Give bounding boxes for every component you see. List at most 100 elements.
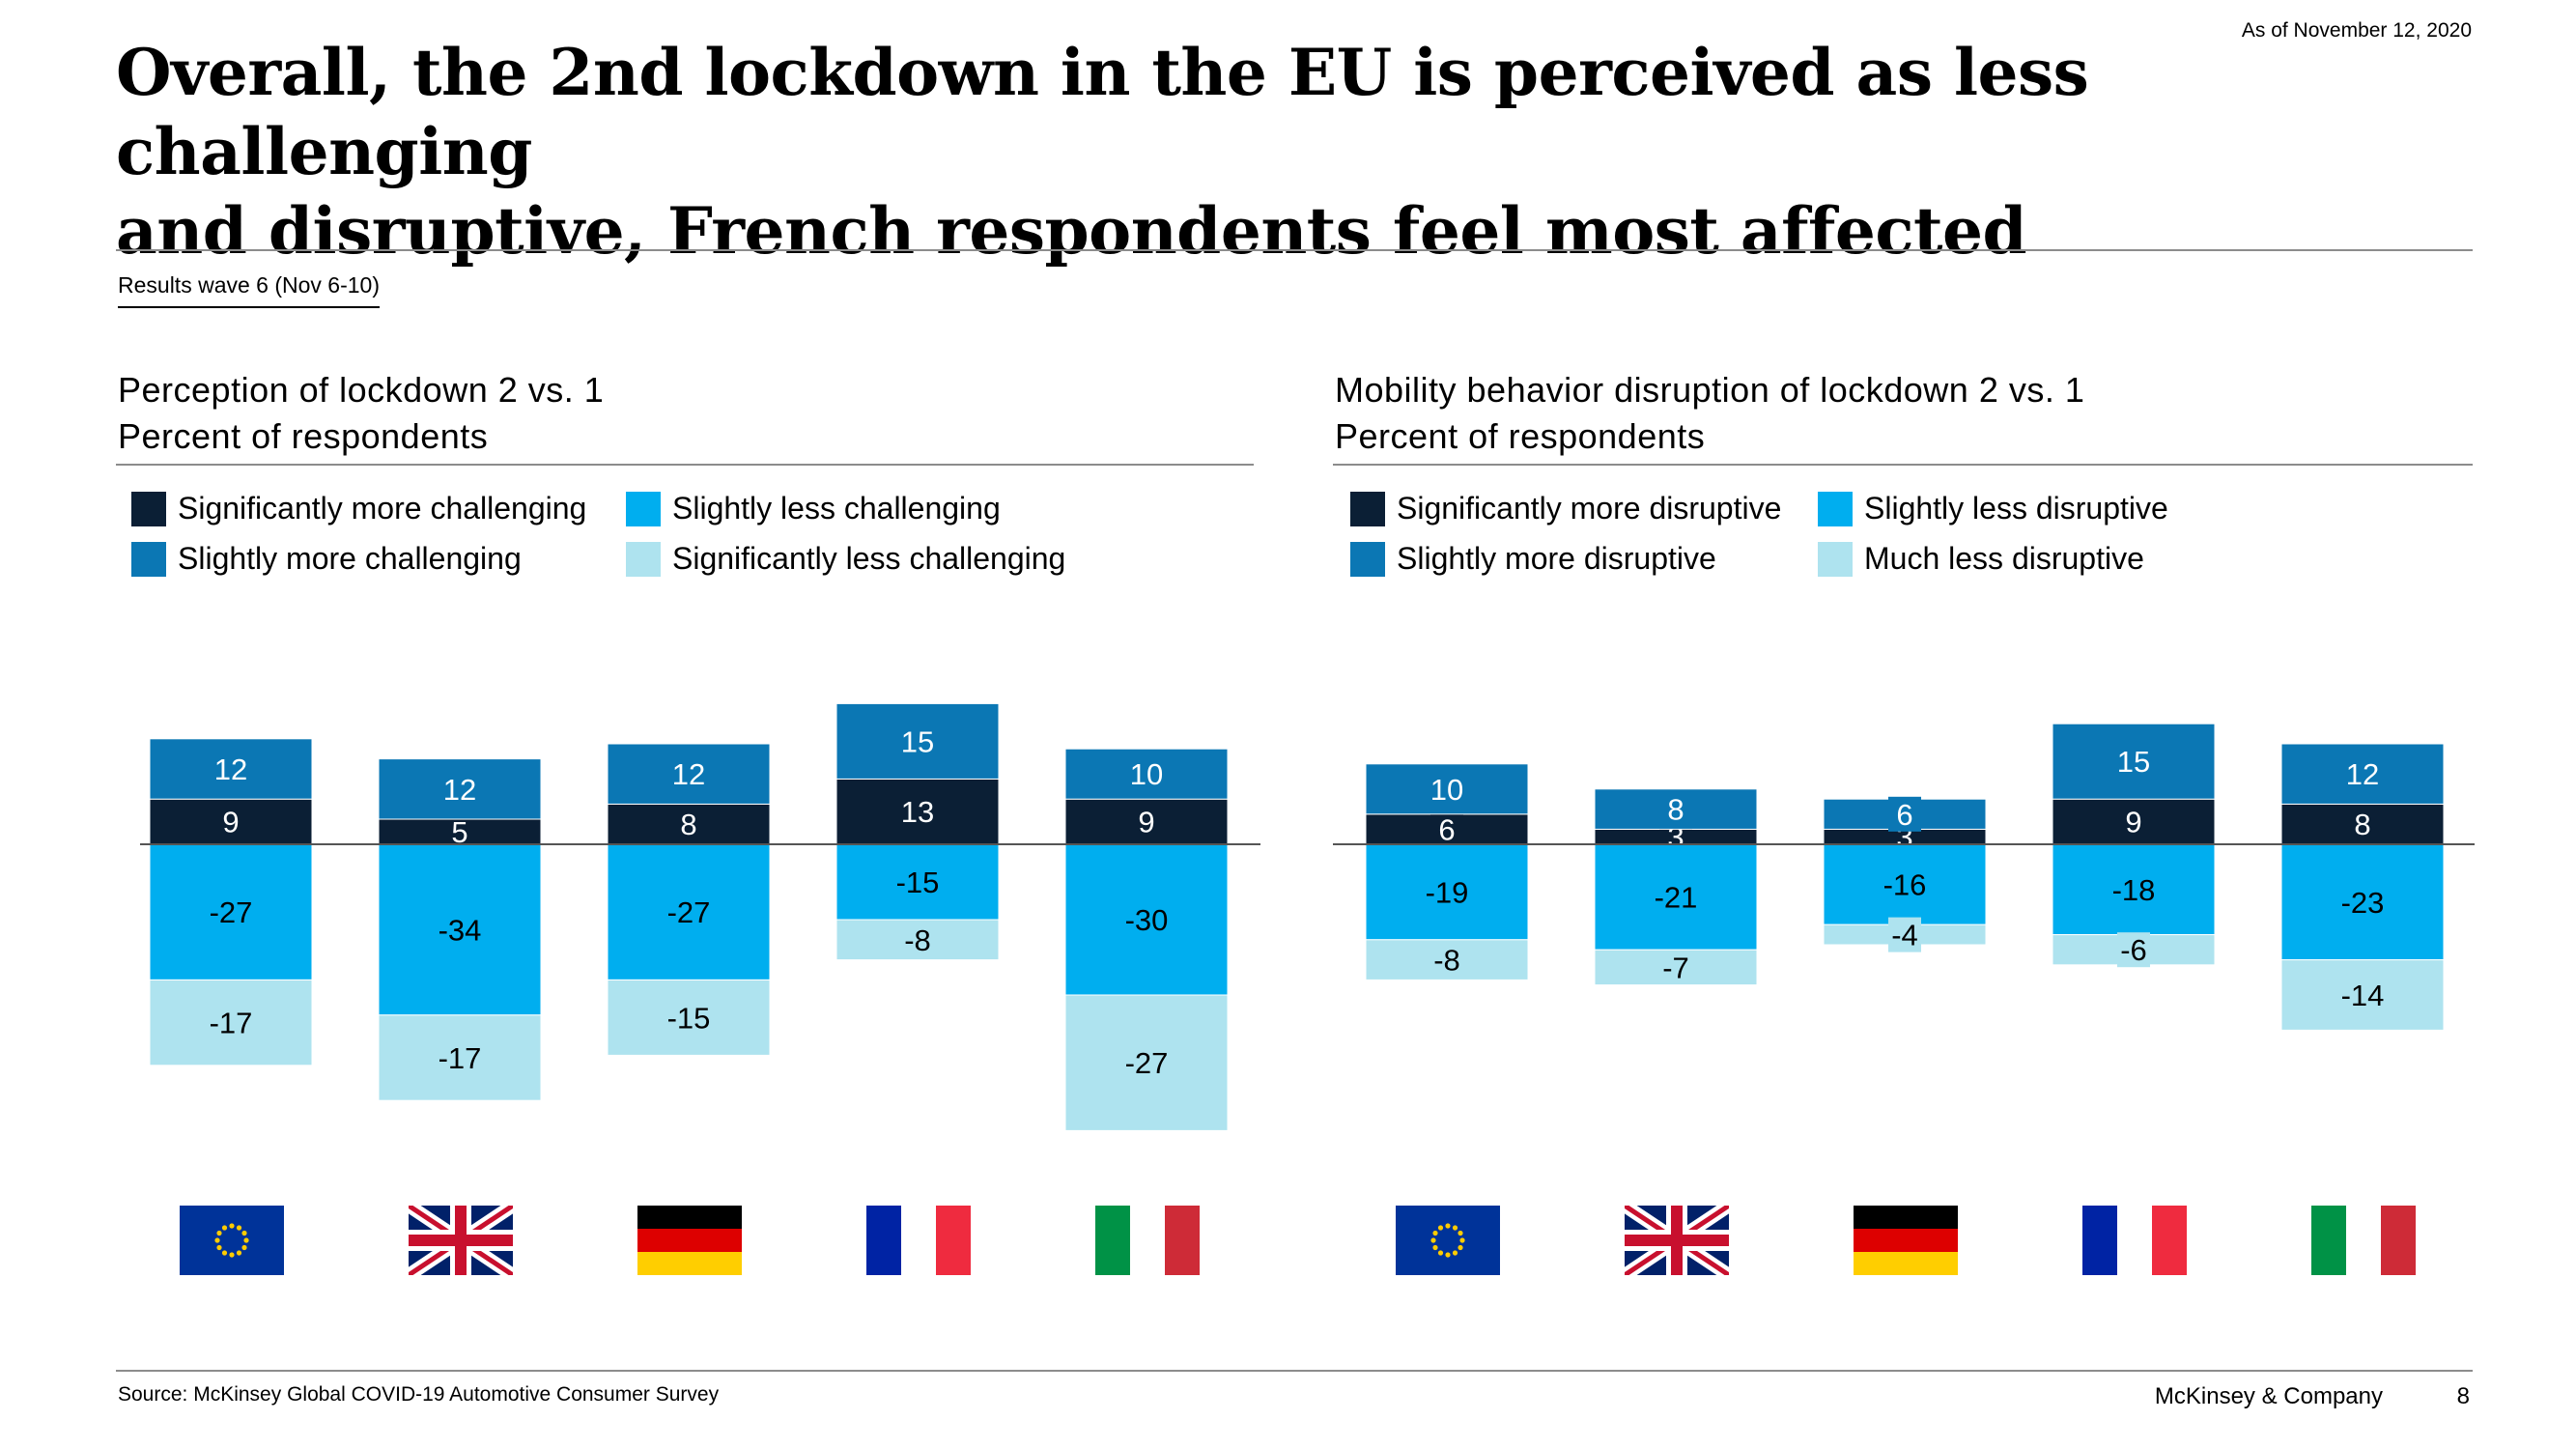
data-label: -6 bbox=[2120, 933, 2147, 967]
right-chart-heading: Mobility behavior disruption of lockdown… bbox=[1335, 367, 2084, 460]
wave-label: Results wave 6 (Nov 6-10) bbox=[118, 272, 380, 308]
data-label: 15 bbox=[901, 724, 934, 758]
right-bar-segment-france-3 bbox=[2052, 843, 2216, 936]
legend-swatch bbox=[626, 491, 661, 526]
italy-flag-icon bbox=[2311, 1206, 2416, 1275]
data-label: 8 bbox=[680, 808, 696, 841]
legend-label: Slightly less disruptive bbox=[1864, 491, 2168, 526]
left-bar-segment-germany-2 bbox=[607, 743, 771, 805]
right-legend-item-4: Much less disruptive bbox=[1818, 541, 2144, 577]
data-label: 9 bbox=[2125, 806, 2141, 839]
right-bar-segment-france-2 bbox=[2052, 723, 2216, 800]
left-bar-segment-uk-2 bbox=[378, 758, 542, 820]
right-legend-item-1: Significantly more disruptive bbox=[1350, 491, 1781, 526]
data-label: 9 bbox=[1138, 806, 1154, 839]
right-bar-segment-italy-1 bbox=[2280, 803, 2445, 845]
data-label: 12 bbox=[443, 773, 476, 807]
left-chart-title: Perception of lockdown 2 vs. 1 bbox=[118, 370, 605, 410]
left-bar-segment-france-1 bbox=[835, 778, 1000, 845]
footer-divider bbox=[116, 1370, 2473, 1372]
left-legend-item-3: Slightly less challenging bbox=[626, 491, 1001, 526]
legend-swatch bbox=[1350, 491, 1385, 526]
left-legend-item-4: Significantly less challenging bbox=[626, 541, 1065, 577]
data-label: 15 bbox=[2117, 745, 2150, 779]
legend-label: Much less disruptive bbox=[1864, 541, 2144, 576]
data-label: -17 bbox=[439, 1041, 482, 1075]
data-label: -7 bbox=[1662, 951, 1689, 984]
data-label: -8 bbox=[904, 923, 931, 957]
uk-flag-icon bbox=[1625, 1206, 1729, 1275]
right-bar-segment-france-1 bbox=[2052, 798, 2216, 845]
company-name: McKinsey & Company bbox=[2154, 1383, 2383, 1409]
title-line-2: and disruptive, French respondents feel … bbox=[116, 193, 2027, 269]
right-bar-segment-uk-4 bbox=[1594, 949, 1758, 986]
data-label: -16 bbox=[1883, 868, 1927, 902]
left-bar-segment-germany-1 bbox=[607, 803, 771, 845]
data-label: 6 bbox=[1896, 798, 1912, 832]
as-of-date: As of November 12, 2020 bbox=[2241, 19, 2472, 42]
left-bar-segment-italy-1 bbox=[1064, 798, 1229, 845]
right-heading-divider bbox=[1333, 464, 2473, 466]
right-bar-segment-italy-3 bbox=[2280, 843, 2445, 961]
source-note: Source: McKinsey Global COVID-19 Automot… bbox=[118, 1383, 720, 1406]
title-line-1: Overall, the 2nd lockdown in the EU is p… bbox=[116, 35, 2089, 189]
right-bar-segment-italy-4 bbox=[2280, 959, 2445, 1031]
charts-canvas: 9 12 -27 -17 5 12 -34 -17 8 12 -27 -15 13 15 -15 -8 9 10 -… bbox=[140, 702, 2475, 1131]
legend-label: Slightly less challenging bbox=[672, 491, 1001, 526]
left-bar-segment-italy-2 bbox=[1064, 748, 1229, 800]
page-number: 8 bbox=[2456, 1383, 2470, 1409]
legend-label: Significantly less challenging bbox=[672, 541, 1066, 576]
legend-label: Significantly more challenging bbox=[178, 491, 587, 526]
data-label: 10 bbox=[1430, 773, 1463, 807]
data-label: -15 bbox=[896, 866, 940, 899]
right-chart-subtitle: Percent of respondents bbox=[1335, 416, 1706, 456]
page-title: Overall, the 2nd lockdown in the EU is p… bbox=[116, 33, 2511, 270]
data-label: -19 bbox=[1426, 875, 1469, 909]
germany-flag-icon bbox=[1854, 1206, 1958, 1275]
data-label: -18 bbox=[2112, 873, 2156, 907]
data-label: 9 bbox=[222, 806, 239, 839]
data-label: 6 bbox=[1438, 812, 1455, 846]
legend-swatch bbox=[131, 491, 166, 526]
data-label: -17 bbox=[210, 1007, 253, 1040]
legend-label: Significantly more disruptive bbox=[1397, 491, 1782, 526]
data-label: -23 bbox=[2341, 886, 2385, 920]
right-bar-segment-eu-4 bbox=[1365, 939, 1529, 980]
data-label: -27 bbox=[210, 895, 253, 929]
legend-swatch bbox=[1818, 491, 1853, 526]
data-label-box bbox=[1888, 796, 1921, 832]
right-bar-segment-eu-3 bbox=[1365, 843, 1529, 941]
left-bar-segment-france-3 bbox=[835, 843, 1000, 921]
data-label: -15 bbox=[667, 1001, 711, 1035]
eu-flag-icon bbox=[180, 1206, 284, 1275]
left-bar-segment-eu-2 bbox=[149, 738, 313, 800]
france-flag-icon bbox=[2082, 1206, 2187, 1275]
data-label: 12 bbox=[214, 753, 247, 786]
data-label: 13 bbox=[901, 795, 934, 829]
data-label: -30 bbox=[1125, 903, 1169, 937]
left-bar-segment-italy-4 bbox=[1064, 994, 1229, 1131]
data-label-box bbox=[2117, 932, 2150, 968]
left-bar-segment-uk-3 bbox=[378, 843, 542, 1016]
right-bar-segment-eu-2 bbox=[1365, 763, 1529, 815]
left-heading-divider bbox=[116, 464, 1254, 466]
data-label: 10 bbox=[1130, 757, 1163, 791]
data-label: 12 bbox=[2346, 757, 2379, 791]
data-label: 8 bbox=[1667, 793, 1684, 827]
data-label: -8 bbox=[1433, 944, 1460, 978]
uk-flag-icon bbox=[409, 1206, 513, 1275]
data-label: 8 bbox=[2354, 808, 2370, 841]
right-bar-segment-uk-3 bbox=[1594, 843, 1758, 951]
data-label: 12 bbox=[672, 757, 705, 791]
legend-label: Slightly more disruptive bbox=[1397, 541, 1716, 576]
right-chart-title: Mobility behavior disruption of lockdown… bbox=[1335, 370, 2085, 410]
legend-swatch bbox=[131, 541, 166, 577]
right-legend-item-3: Slightly less disruptive bbox=[1818, 491, 2168, 526]
legend-swatch bbox=[1350, 541, 1385, 577]
left-bar-segment-france-4 bbox=[835, 919, 1000, 961]
left-legend-item-1: Significantly more challenging bbox=[131, 491, 586, 526]
left-bar-segment-eu-3 bbox=[149, 843, 313, 980]
left-chart-heading: Perception of lockdown 2 vs. 1 Percent o… bbox=[118, 367, 604, 460]
right-bar-segment-italy-2 bbox=[2280, 743, 2445, 805]
data-label-box bbox=[1888, 917, 1921, 952]
